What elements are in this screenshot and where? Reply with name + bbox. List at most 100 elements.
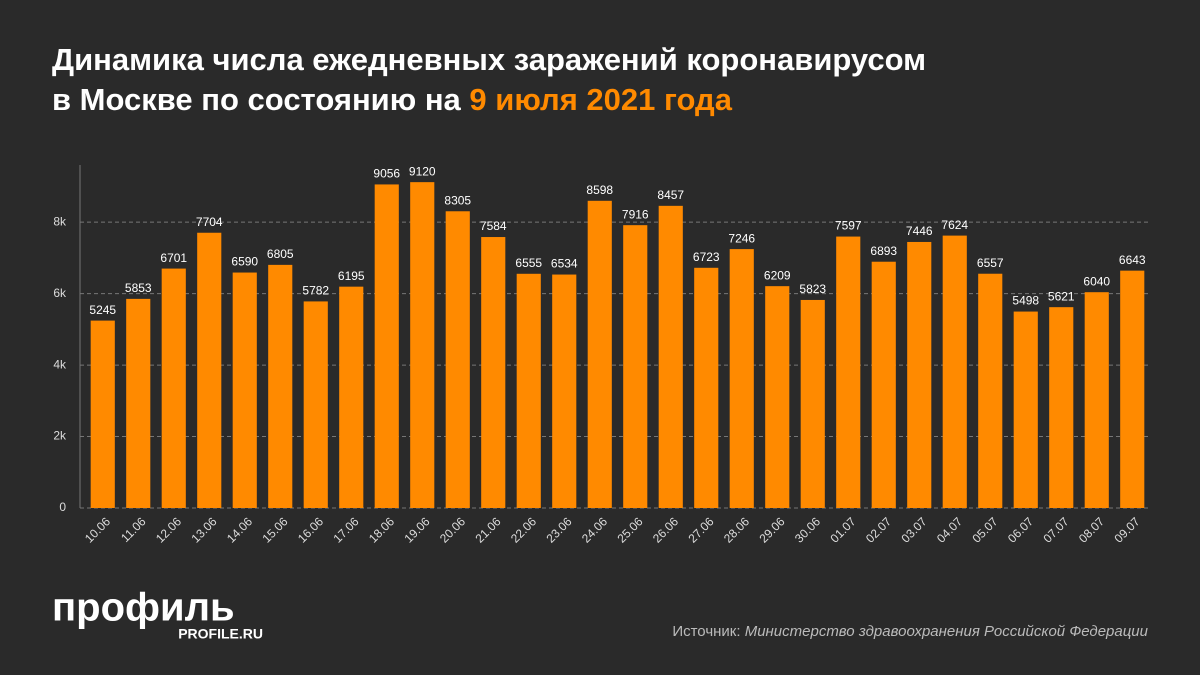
bar — [481, 237, 506, 508]
value-label: 6893 — [870, 244, 897, 258]
x-tick-label: 02.07 — [863, 514, 894, 545]
logo-url: PROFILE.RU — [178, 626, 263, 642]
x-tick-label: 15.06 — [259, 514, 290, 545]
chart-title: в Москве по состоянию на 9 июля 2021 год… — [52, 82, 733, 117]
bar — [623, 225, 648, 509]
bar — [126, 298, 151, 508]
x-tick-label: 12.06 — [153, 514, 184, 545]
x-tick-label: 09.07 — [1111, 514, 1142, 545]
source-text: Министерство здравоохранения Российской … — [745, 623, 1149, 640]
chart-title: Динамика числа ежедневных заражений коро… — [52, 42, 926, 77]
x-tick-label: 04.07 — [934, 514, 965, 545]
value-label: 6555 — [515, 256, 542, 270]
x-tick-label: 08.07 — [1076, 514, 1107, 545]
x-tick-label: 01.07 — [827, 514, 858, 545]
bar — [658, 205, 683, 508]
value-label: 7446 — [906, 224, 933, 238]
value-label: 8598 — [586, 183, 613, 197]
x-tick-label: 03.07 — [898, 514, 929, 545]
value-label: 6805 — [267, 247, 294, 261]
y-tick-label: 8k — [53, 214, 67, 228]
value-label: 7246 — [728, 231, 755, 245]
y-tick-label: 0 — [59, 500, 66, 514]
bar — [694, 267, 719, 508]
bar — [907, 241, 932, 508]
bar — [1049, 307, 1074, 508]
value-label: 6701 — [160, 251, 187, 265]
bar — [268, 264, 293, 508]
value-label: 5823 — [799, 282, 826, 296]
bar — [516, 273, 541, 508]
x-tick-label: 18.06 — [366, 514, 397, 545]
y-tick-label: 4k — [53, 357, 67, 371]
value-label: 7584 — [480, 219, 507, 233]
bar — [197, 232, 222, 508]
x-tick-label: 20.06 — [437, 514, 468, 545]
value-label: 6590 — [231, 255, 258, 269]
bar — [871, 261, 896, 508]
chart-title-date: 9 июля 2021 года — [469, 82, 732, 117]
x-tick-label: 25.06 — [614, 514, 645, 545]
value-label: 7916 — [622, 207, 649, 221]
value-label: 8457 — [657, 188, 684, 202]
value-label: 5621 — [1048, 289, 1075, 303]
bar — [1120, 270, 1145, 508]
x-tick-label: 23.06 — [543, 514, 574, 545]
x-tick-label: 17.06 — [330, 514, 361, 545]
bar — [765, 286, 790, 508]
bar — [587, 200, 612, 508]
value-label: 5853 — [125, 281, 152, 295]
value-label: 7704 — [196, 215, 223, 229]
value-label: 6723 — [693, 250, 720, 264]
x-tick-label: 07.07 — [1040, 514, 1071, 545]
x-tick-label: 16.06 — [295, 514, 326, 545]
value-label: 6643 — [1119, 253, 1146, 267]
value-label: 5245 — [89, 303, 116, 317]
bar — [552, 274, 577, 508]
x-tick-label: 26.06 — [650, 514, 681, 545]
y-tick-label: 2k — [53, 429, 67, 443]
bar — [1084, 292, 1109, 508]
x-tick-label: 10.06 — [82, 514, 113, 545]
x-tick-label: 29.06 — [756, 514, 787, 545]
value-label: 6195 — [338, 269, 365, 283]
y-tick-label: 6k — [53, 286, 67, 300]
bar — [410, 182, 435, 508]
value-label: 5782 — [302, 284, 329, 298]
value-label: 6209 — [764, 268, 791, 282]
bar — [942, 235, 967, 508]
logo: профиль — [52, 586, 235, 630]
x-tick-label: 22.06 — [508, 514, 539, 545]
value-label: 7624 — [941, 218, 968, 232]
x-tick-label: 05.07 — [969, 514, 1000, 545]
x-tick-label: 30.06 — [792, 514, 823, 545]
value-label: 7597 — [835, 219, 862, 233]
x-tick-label: 14.06 — [224, 514, 255, 545]
bar — [729, 249, 754, 509]
x-tick-label: 24.06 — [579, 514, 610, 545]
value-label: 9120 — [409, 164, 436, 178]
x-tick-label: 06.07 — [1005, 514, 1036, 545]
x-tick-label: 11.06 — [118, 514, 149, 545]
bar — [1013, 311, 1038, 508]
x-tick-label: 21.06 — [472, 514, 503, 545]
value-label: 8305 — [444, 193, 471, 207]
bar — [161, 268, 186, 508]
value-label: 6040 — [1083, 274, 1110, 288]
value-label: 5498 — [1012, 294, 1039, 308]
value-label: 6534 — [551, 257, 578, 271]
bar — [836, 236, 861, 508]
value-label: 9056 — [373, 167, 400, 181]
source: Источник: Министерство здравоохранения Р… — [672, 623, 1148, 640]
chart-title-line: в Москве по состоянию на — [52, 82, 462, 117]
bar — [800, 299, 825, 508]
bar — [978, 273, 1003, 508]
bar — [303, 301, 328, 508]
source-label: Источник: — [672, 623, 740, 640]
value-label: 6557 — [977, 256, 1004, 270]
bar — [374, 184, 399, 509]
bar — [445, 211, 470, 508]
bar — [232, 272, 257, 508]
bar — [90, 320, 115, 508]
